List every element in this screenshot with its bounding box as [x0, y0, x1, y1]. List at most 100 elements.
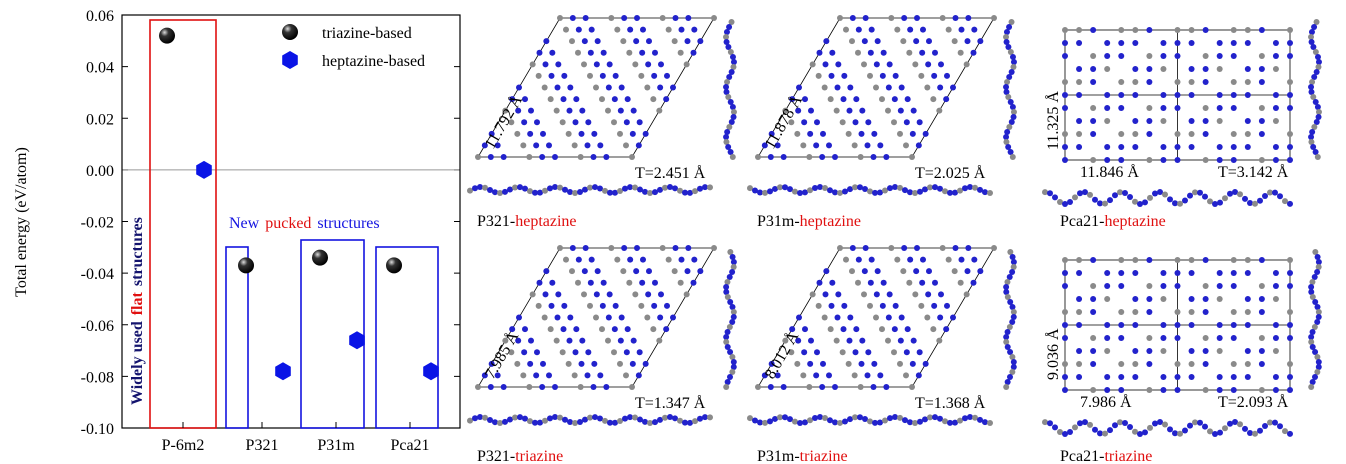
atom: [1188, 257, 1195, 263]
atom: [1174, 40, 1181, 46]
atom: [967, 184, 973, 191]
atom: [569, 268, 575, 275]
atom: [787, 416, 793, 423]
atom: [977, 268, 984, 275]
y-tick-label: -0.10: [81, 421, 114, 438]
atom: [1077, 420, 1083, 427]
atom: [900, 38, 907, 45]
atom: [707, 184, 713, 191]
atom: [926, 38, 932, 45]
atom: [862, 185, 868, 192]
atom: [903, 372, 909, 379]
atom: [1104, 283, 1111, 289]
label: Widely used flat structures: [129, 217, 146, 405]
atom: [603, 384, 610, 390]
atom: [873, 291, 880, 298]
atom: [1007, 349, 1014, 355]
atom: [1090, 257, 1097, 263]
atom: [522, 96, 528, 103]
atom: [843, 256, 849, 263]
atom: [963, 61, 970, 68]
atom: [651, 302, 658, 309]
atom: [1003, 284, 1010, 290]
atom: [647, 189, 653, 196]
atom: [1247, 430, 1253, 437]
atom: [857, 154, 864, 160]
atom: [977, 38, 984, 45]
atom: [964, 268, 971, 275]
atom: [602, 417, 608, 424]
atom: [642, 188, 648, 195]
atom: [492, 189, 498, 196]
atom: [1117, 419, 1123, 426]
label: P321-triazine: [477, 448, 563, 464]
atom: [877, 142, 884, 149]
atom: [920, 26, 926, 33]
atom: [1174, 53, 1181, 59]
atom: [1308, 39, 1315, 45]
atom: [1160, 387, 1167, 393]
atom: [1222, 195, 1228, 202]
atom: [952, 245, 959, 251]
atom: [1077, 190, 1083, 197]
atom: [1244, 296, 1251, 302]
atom: [971, 256, 978, 263]
atom: [913, 268, 920, 275]
atom: [1230, 79, 1237, 85]
atom: [891, 349, 897, 356]
atom: [1315, 364, 1322, 370]
atom: [1122, 189, 1128, 196]
atom: [1230, 92, 1237, 98]
atom: [897, 414, 903, 421]
atom: [846, 337, 853, 344]
atom: [1097, 200, 1103, 207]
atom: [772, 185, 778, 192]
atom: [1057, 429, 1063, 436]
atom: [729, 369, 736, 375]
atom: [1076, 92, 1083, 98]
atom: [670, 84, 676, 91]
atom: [1062, 105, 1068, 111]
atom: [917, 418, 923, 425]
atom: [549, 49, 556, 56]
atom: [1287, 309, 1293, 315]
atom: [1132, 131, 1139, 137]
atom: [1174, 131, 1181, 137]
atom: [821, 84, 828, 91]
label-part: triazine: [800, 448, 848, 464]
atom: [1244, 270, 1251, 276]
atom: [1157, 419, 1163, 426]
atom: [608, 15, 615, 21]
atom: [516, 314, 522, 321]
atom: [1230, 53, 1237, 59]
point: [312, 249, 328, 266]
atom: [1277, 423, 1283, 430]
atom: [599, 302, 606, 309]
atom: [590, 154, 597, 160]
atom: [1112, 192, 1118, 199]
atom: [1010, 359, 1017, 365]
atom: [488, 130, 495, 137]
atom: [552, 414, 558, 421]
atom: [1262, 192, 1268, 199]
thickness-label: T=1.368 Å: [915, 394, 986, 412]
atom: [537, 419, 543, 426]
atom: [1258, 296, 1265, 302]
atom: [782, 184, 788, 191]
atom: [638, 302, 645, 309]
atom: [857, 184, 863, 191]
atom: [1308, 29, 1315, 35]
atom: [1177, 200, 1183, 207]
atom: [645, 61, 652, 68]
edge-label: 8.012 Å: [761, 328, 803, 382]
atom: [527, 360, 534, 367]
atom: [809, 291, 816, 298]
atom: [592, 414, 598, 421]
atom: [723, 39, 730, 45]
atom: [656, 107, 663, 114]
atom: [1118, 387, 1125, 393]
atom: [1090, 283, 1097, 289]
atom: [547, 96, 554, 103]
atom: [888, 245, 895, 251]
atom: [807, 187, 813, 194]
